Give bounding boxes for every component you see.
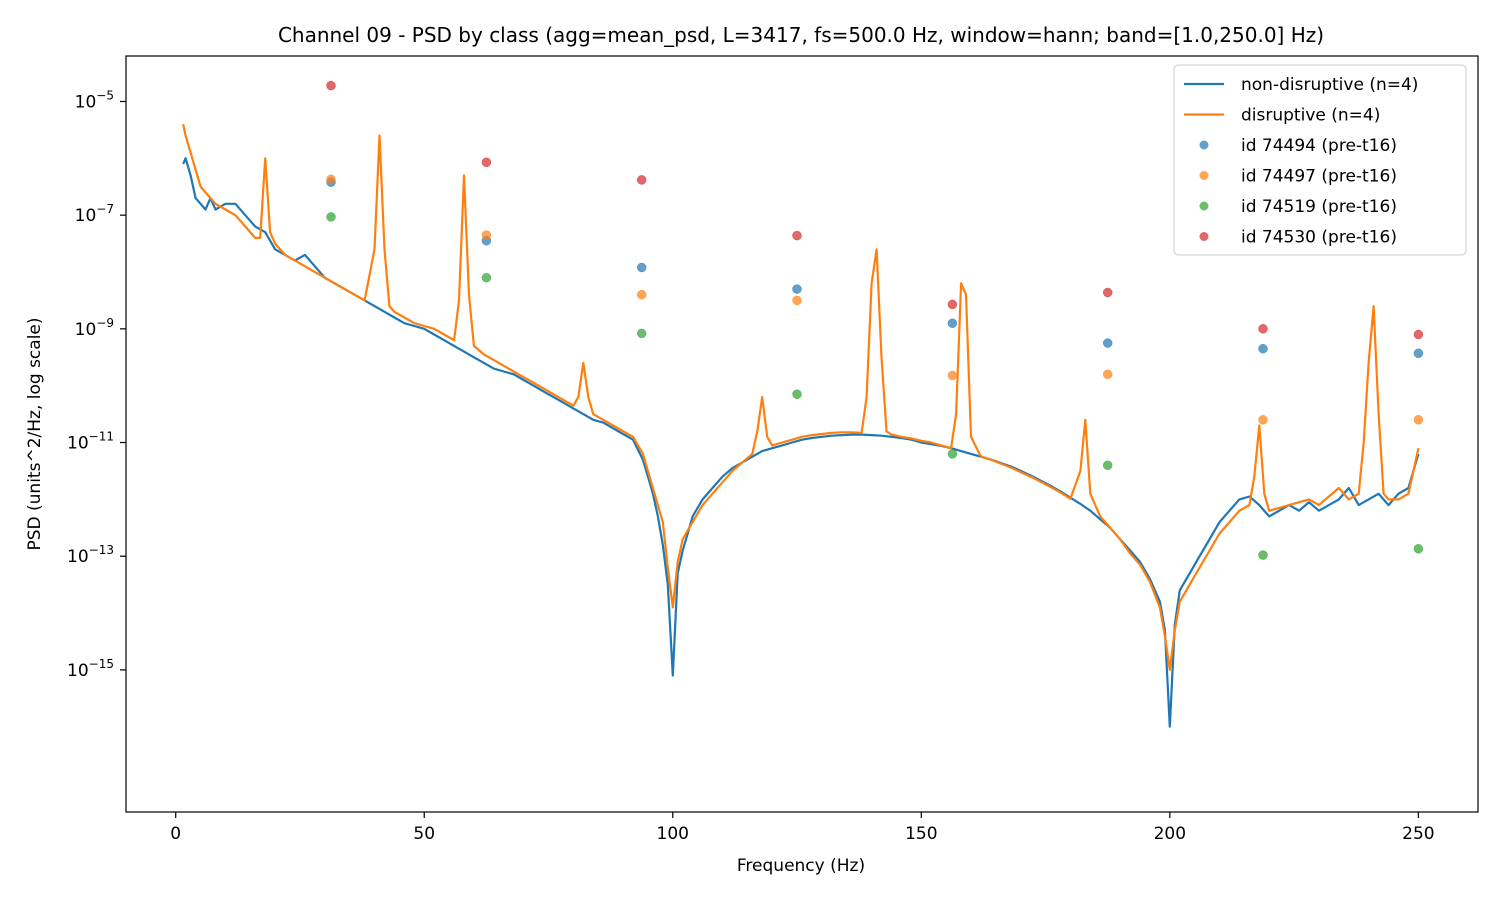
scatter-point-5-5 <box>1102 287 1113 298</box>
series-layer <box>182 80 1424 728</box>
scatter-point-2-3 <box>792 284 802 294</box>
scatter-point-5-2 <box>636 175 647 185</box>
y-axis: 10−15 10−13 10−11 10−9 10−7 10−5 <box>67 88 126 681</box>
scatter-point-4-6 <box>1258 550 1268 560</box>
x-tick-label-3: 150 <box>905 824 937 844</box>
y-tick-label-2: 10−11 <box>67 430 114 454</box>
scatter-point-2-7 <box>1413 348 1424 359</box>
legend-label-1: disruptive (n=4) <box>1241 106 1380 126</box>
legend-items: non-disruptive (n=4) disruptive (n=4) id 7… <box>1184 75 1418 248</box>
y-tick-label-4: 10−7 <box>75 202 114 226</box>
legend-label-2: id 74494 (pre-t16) <box>1241 136 1397 156</box>
scatter-point-4-2 <box>636 328 647 339</box>
scatter-point-2-5 <box>1102 338 1113 348</box>
scatter-point-3-2 <box>636 289 647 300</box>
legend: non-disruptive (n=4) disruptive (n=4) id 7… <box>1173 64 1467 256</box>
legend-label-5: id 74530 (pre-t16) <box>1241 228 1397 248</box>
y-tick-label-0: 10−15 <box>67 657 114 681</box>
scatter-point-4-0 <box>326 212 336 222</box>
x-tick-label-4: 200 <box>1154 824 1186 844</box>
legend-label-4: id 74519 (pre-t16) <box>1241 197 1397 217</box>
x-tick-label-5: 250 <box>1402 824 1434 844</box>
legend-dot-marker-2 <box>1199 140 1209 150</box>
y-tick-label-5: 10−5 <box>75 88 114 112</box>
scatter-point-4-7 <box>1413 544 1424 554</box>
scatter-point-4-5 <box>1102 460 1113 471</box>
scatter-point-5-1 <box>481 157 492 168</box>
legend-dot-marker-3 <box>1199 171 1209 180</box>
scatter-point-3-6 <box>1258 415 1268 425</box>
scatter-point-5-0 <box>326 80 336 91</box>
x-tick-label-1: 50 <box>413 824 435 844</box>
scatter-point-5-6 <box>1258 324 1268 334</box>
legend-frame <box>1173 64 1467 256</box>
scatter-point-3-5 <box>1102 369 1113 380</box>
scatter-point-3-7 <box>1413 415 1424 425</box>
legend-label-3: id 74497 (pre-t16) <box>1241 167 1397 187</box>
scatter-point-2-2 <box>636 262 647 273</box>
plot-frame <box>125 55 1479 813</box>
scatter-point-3-4 <box>947 370 958 381</box>
scatter-point-5-7 <box>1413 329 1424 340</box>
scatter-point-5-3 <box>792 230 802 241</box>
y-tick-label-3: 10−9 <box>75 316 114 340</box>
legend-label-0: non-disruptive (n=4) <box>1241 75 1418 95</box>
scatter-point-2-4 <box>947 318 958 328</box>
series-line-1 <box>182 123 1420 671</box>
legend-dot-marker-4 <box>1199 201 1209 211</box>
chart-title: Channel 09 - PSD by class (agg=mean_psd,… <box>278 23 1324 47</box>
scatter-point-2-6 <box>1258 343 1268 354</box>
legend-dot-marker-5 <box>1199 232 1209 241</box>
scatter-point-5-4 <box>947 299 958 310</box>
scatter-point-4-3 <box>792 389 802 399</box>
x-tick-label-0: 0 <box>170 824 181 844</box>
scatter-point-4-4 <box>947 449 958 459</box>
scatter-point-3-0 <box>326 174 336 185</box>
y-axis-label: PSD (units^2/Hz, log scale) <box>25 317 45 550</box>
scatter-point-3-3 <box>792 295 802 306</box>
x-tick-label-2: 100 <box>657 824 689 844</box>
scatter-point-4-1 <box>481 272 492 283</box>
y-tick-label-1: 10−13 <box>67 543 114 567</box>
x-axis-label: Frequency (Hz) <box>737 856 865 876</box>
x-axis: 0 50 100 150 200 250 <box>170 812 1435 844</box>
series-line-0 <box>182 157 1420 728</box>
scatter-point-3-1 <box>481 230 492 240</box>
